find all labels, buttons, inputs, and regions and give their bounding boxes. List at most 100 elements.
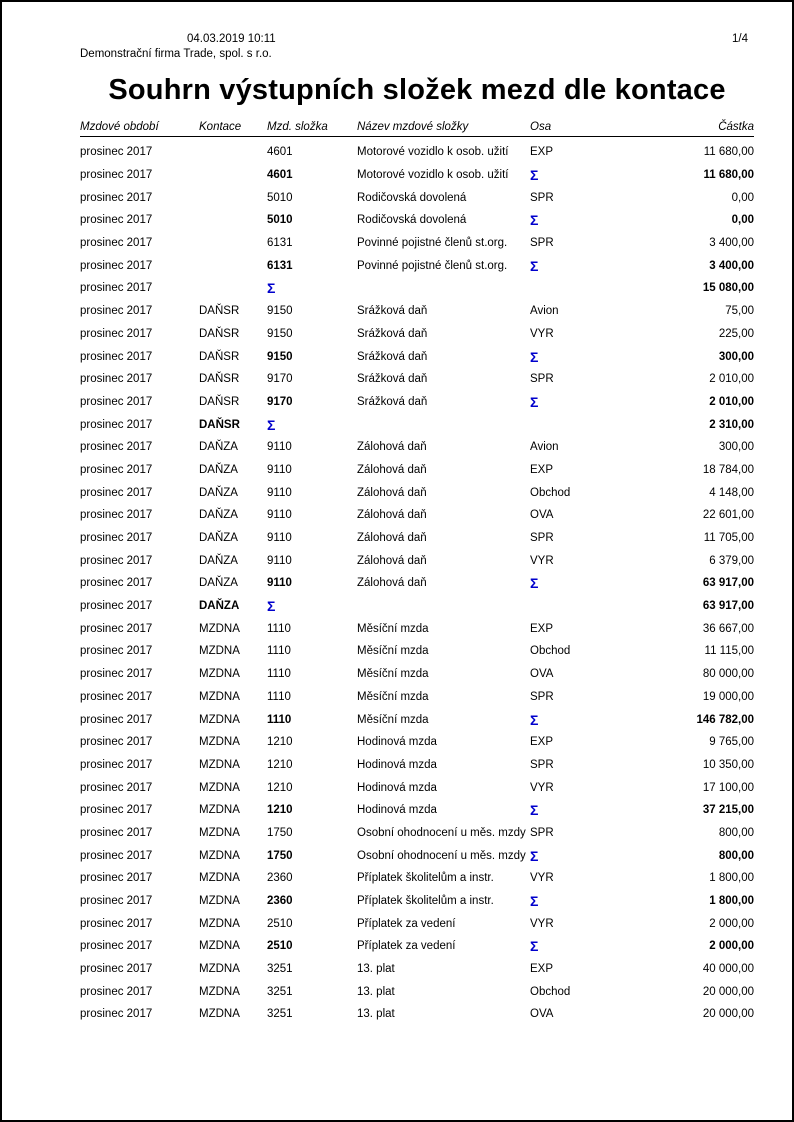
cell-name: Zálohová daň: [357, 532, 427, 545]
cell-period: prosinec 2017: [80, 895, 153, 908]
cell-osa: OVA: [530, 1008, 554, 1021]
cell-name: Srážková daň: [357, 350, 428, 363]
cell-kontace: DAŇZA: [199, 441, 238, 454]
cell-kontace: DAŇSR: [199, 395, 240, 408]
cell-name: Motorové vozidlo k osob. užití: [357, 169, 509, 182]
cell-osa: EXP: [530, 736, 554, 749]
cell-amount: 800,00: [718, 849, 754, 862]
cell-amount: 2 000,00: [709, 940, 754, 953]
table-row: prosinec 2017 MZDNA 3251 13. plat Obchod…: [80, 980, 754, 1003]
cell-amount: 75,00: [725, 305, 754, 318]
cell-period: prosinec 2017: [80, 259, 153, 272]
cell-amount: 18 784,00: [702, 463, 754, 476]
cell-osa: Σ: [530, 711, 539, 728]
cell-name: Srážková daň: [357, 327, 428, 340]
table-row: prosinec 2017 DAŇZA 9110 Zálohová daň OV…: [80, 504, 754, 527]
cell-osa: Avion: [530, 441, 559, 454]
cell-period: prosinec 2017: [80, 713, 153, 726]
cell-kontace: DAŇSR: [199, 350, 240, 363]
cell-name: Osobní ohodnocení u měs. mzdy: [357, 826, 526, 839]
table-row: prosinec 2017 MZDNA 2510 Příplatek za ve…: [80, 935, 754, 958]
cell-period: prosinec 2017: [80, 690, 153, 703]
table-header-row: Mzdové období Kontace Mzd. složka Název …: [80, 121, 754, 137]
cell-name: Měsíční mzda: [357, 690, 429, 703]
cell-amount: 40 000,00: [702, 963, 754, 976]
cell-amount: 63 917,00: [702, 577, 754, 590]
cell-amount: 11 705,00: [703, 532, 754, 545]
cell-period: prosinec 2017: [80, 963, 153, 976]
cell-amount: 225,00: [718, 327, 754, 340]
cell-kontace: DAŇZA: [199, 463, 238, 476]
cell-amount: 20 000,00: [702, 1008, 754, 1021]
cell-amount: 17 100,00: [702, 781, 754, 794]
cell-osa: Σ: [530, 212, 539, 229]
cell-kontace: DAŇSR: [199, 373, 240, 386]
cell-name: Osobní ohodnocení u měs. mzdy: [357, 849, 526, 862]
cell-kontace: MZDNA: [199, 826, 240, 839]
cell-osa: VYR: [530, 872, 554, 885]
cell-period: prosinec 2017: [80, 214, 153, 227]
table-row: prosinec 2017 6131 Povinné pojistné člen…: [80, 232, 754, 255]
cell-period: prosinec 2017: [80, 146, 153, 159]
cell-amount: 37 215,00: [702, 804, 754, 817]
cell-kontace: MZDNA: [199, 804, 240, 817]
cell-amount: 15 080,00: [702, 282, 754, 295]
report-table: Mzdové období Kontace Mzd. složka Název …: [80, 121, 754, 1026]
cell-kontace: MZDNA: [199, 940, 240, 953]
table-row: prosinec 2017 MZDNA 1750 Osobní ohodnoce…: [80, 844, 754, 867]
cell-amount: 0,00: [731, 191, 754, 204]
cell-period: prosinec 2017: [80, 1008, 153, 1021]
cell-code: 1110: [267, 622, 291, 635]
cell-osa: Σ: [530, 575, 539, 592]
cell-name: Hodinová mzda: [357, 758, 437, 771]
cell-period: prosinec 2017: [80, 486, 153, 499]
cell-name: Povinné pojistné členů st.org.: [357, 237, 508, 250]
cell-code: 1110: [267, 690, 291, 703]
cell-code: 9110: [267, 441, 292, 454]
cell-kontace: DAŇZA: [199, 509, 238, 522]
table-row: prosinec 2017 DAŇZA 9110 Zálohová daň Σ …: [80, 572, 754, 595]
cell-period: prosinec 2017: [80, 577, 153, 590]
cell-amount: 3 400,00: [709, 237, 754, 250]
cell-code: 2360: [267, 872, 293, 885]
table-row: prosinec 2017 DAŇZA 9110 Zálohová daň SP…: [80, 527, 754, 550]
cell-amount: 10 350,00: [702, 758, 754, 771]
cell-name: Povinné pojistné členů st.org.: [357, 259, 508, 272]
cell-code: 9110: [267, 532, 292, 545]
cell-osa: VYR: [530, 554, 554, 567]
cell-kontace: MZDNA: [199, 1008, 240, 1021]
cell-name: Měsíční mzda: [357, 645, 429, 658]
cell-name: Hodinová mzda: [357, 804, 437, 817]
cell-code: 1110: [267, 713, 292, 726]
cell-osa: SPR: [530, 373, 554, 386]
cell-name: Měsíční mzda: [357, 713, 429, 726]
cell-amount: 2 010,00: [709, 395, 754, 408]
cell-name: Zálohová daň: [357, 463, 427, 476]
cell-code: 9170: [267, 395, 293, 408]
cell-period: prosinec 2017: [80, 237, 153, 250]
cell-name: Motorové vozidlo k osob. užití: [357, 146, 509, 159]
cell-name: Zálohová daň: [357, 554, 427, 567]
cell-code: 9110: [267, 554, 292, 567]
cell-amount: 2 310,00: [709, 418, 754, 431]
cell-name: Srážková daň: [357, 395, 428, 408]
cell-period: prosinec 2017: [80, 441, 153, 454]
cell-name: Zálohová daň: [357, 441, 427, 454]
cell-amount: 6 379,00: [709, 554, 754, 567]
table-row: prosinec 2017 MZDNA 1110 Měsíční mzda Σ …: [80, 708, 754, 731]
cell-period: prosinec 2017: [80, 418, 153, 431]
table-row: prosinec 2017 4601 Motorové vozidlo k os…: [80, 141, 754, 164]
table-row: prosinec 2017 MZDNA 2360 Příplatek školi…: [80, 867, 754, 890]
column-header-code: Mzd. složka: [267, 121, 328, 133]
cell-osa: Σ: [530, 938, 539, 955]
cell-name: Srážková daň: [357, 305, 428, 318]
cell-code: 9110: [267, 486, 292, 499]
cell-osa: Σ: [530, 893, 539, 910]
cell-period: prosinec 2017: [80, 305, 153, 318]
table-row: prosinec 2017 DAŇSR 9170 Srážková daň SP…: [80, 368, 754, 391]
table-row: prosinec 2017 Σ 15 080,00: [80, 277, 754, 300]
cell-code: 6131: [267, 259, 293, 272]
cell-osa: VYR: [530, 917, 554, 930]
cell-osa: OVA: [530, 668, 554, 681]
cell-amount: 9 765,00: [709, 736, 754, 749]
